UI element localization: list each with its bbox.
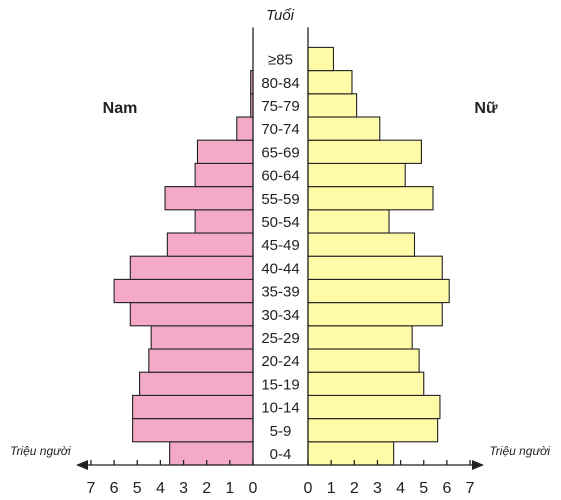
left-tick-label-4: 4 xyxy=(156,480,165,497)
bar-nu-40-44 xyxy=(307,255,443,280)
x-unit-label-left: Triệu người xyxy=(10,444,71,458)
bar-nu-20-24 xyxy=(307,348,420,373)
x-unit-label-right: Triệu người xyxy=(489,444,550,458)
bar-nam-55-59 xyxy=(164,186,254,211)
age-label-80-84: 80-84 xyxy=(261,75,299,92)
left-tick-label-7: 7 xyxy=(86,480,95,497)
age-label-50-54: 50-54 xyxy=(261,214,299,231)
bar-nam-65-69 xyxy=(196,139,254,164)
bar-nu-45-49 xyxy=(307,232,416,257)
age-label-0-4: 0-4 xyxy=(270,446,292,463)
age-label-35-39: 35-39 xyxy=(261,284,299,301)
right-tick-label-2: 2 xyxy=(350,480,359,497)
bar-nam-15-19 xyxy=(139,371,254,396)
right-tick-label-1: 1 xyxy=(327,480,336,497)
right-tick-label-3: 3 xyxy=(373,480,382,497)
bar-nu-65-69 xyxy=(307,139,422,164)
age-labels-layer: 0-4 5-9 10-14 15-19 20-24 25-29 30-34 35-39 40-4… xyxy=(261,52,299,463)
bar-nam-35-39 xyxy=(113,278,254,304)
left-tick-label-5: 5 xyxy=(133,480,142,497)
bar-nam-5-9 xyxy=(132,418,254,443)
bar-nu-70-74 xyxy=(307,116,381,141)
bar-nu-25-29 xyxy=(307,325,413,350)
bar-nam-20-24 xyxy=(148,348,254,373)
bar-nu-60-64 xyxy=(307,162,406,188)
bar-nu-50-54 xyxy=(307,209,390,234)
bar-nam-10-14 xyxy=(132,394,254,420)
age-label-30-34: 30-34 xyxy=(261,307,299,324)
bar-nu-5-9 xyxy=(307,418,439,443)
y-axis-title: Tuổi xyxy=(266,7,295,24)
bar-nam-60-64 xyxy=(194,162,254,188)
bar-nu-55-59 xyxy=(307,186,434,211)
left-tick-label-1: 1 xyxy=(225,480,234,497)
left-tick-label-2: 2 xyxy=(202,480,211,497)
bar-nu-80-84 xyxy=(307,70,353,95)
age-label-20-24: 20-24 xyxy=(261,353,299,370)
bar-nam-40-44 xyxy=(129,255,254,280)
left-tick-label-6: 6 xyxy=(110,480,119,497)
age-label-65-69: 65-69 xyxy=(261,144,299,161)
legend-nam: Nam xyxy=(103,100,138,117)
age-label-55-59: 55-59 xyxy=(261,191,299,208)
right-tick-label-6: 6 xyxy=(442,480,451,497)
right-tick-label-5: 5 xyxy=(419,480,428,497)
age-label-15-19: 15-19 xyxy=(261,376,299,393)
bar-nam-50-54 xyxy=(194,209,254,234)
right-tick-label-0: 0 xyxy=(304,480,313,497)
right-tick-label-4: 4 xyxy=(396,480,405,497)
age-label-10-14: 10-14 xyxy=(261,400,299,417)
left-tick-label-0: 0 xyxy=(249,480,258,497)
bar-nu-10-14 xyxy=(307,394,441,420)
left-tick-label-3: 3 xyxy=(179,480,188,497)
bar-nam-70-74 xyxy=(236,116,254,141)
age-label-45-49: 45-49 xyxy=(261,237,299,254)
bar-nu-15-19 xyxy=(307,371,425,396)
bar-nam-30-34 xyxy=(129,302,254,327)
legend-nu: Nữ xyxy=(474,100,498,117)
right-tick-label-7: 7 xyxy=(466,480,475,497)
bar-nam-0-4 xyxy=(169,441,254,466)
bar-nam-25-29 xyxy=(150,325,254,350)
age-label-75-79: 75-79 xyxy=(261,98,299,115)
x-axis-arrow-left xyxy=(76,460,88,470)
age-label-40-44: 40-44 xyxy=(261,260,299,277)
bar-nu-35-39 xyxy=(307,278,450,304)
age-label-≥85: ≥85 xyxy=(268,52,293,69)
age-label-70-74: 70-74 xyxy=(261,121,299,138)
bar-nu-30-34 xyxy=(307,302,443,327)
x-axis-arrow-right xyxy=(472,460,484,470)
bar-nu-0-4 xyxy=(307,441,395,466)
age-label-25-29: 25-29 xyxy=(261,330,299,347)
bar-nam-45-49 xyxy=(166,232,254,257)
age-label-60-64: 60-64 xyxy=(261,168,299,185)
age-label-5-9: 5-9 xyxy=(270,423,292,440)
bar-nu-≥85 xyxy=(307,46,335,72)
bar-nu-75-79 xyxy=(307,93,358,118)
